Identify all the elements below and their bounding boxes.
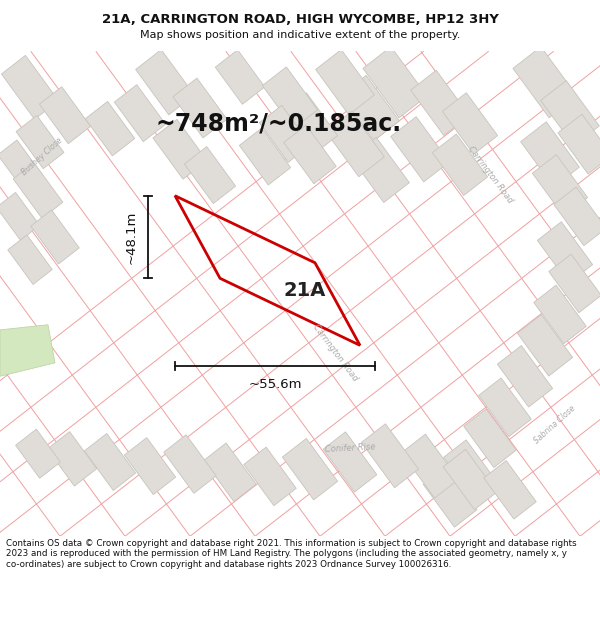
Polygon shape [341,76,400,141]
Polygon shape [164,435,216,493]
Polygon shape [363,47,427,118]
Polygon shape [361,424,419,488]
Polygon shape [442,92,497,154]
Polygon shape [184,147,236,204]
Polygon shape [136,49,194,115]
Polygon shape [513,47,577,118]
Polygon shape [521,122,580,187]
Polygon shape [316,49,374,115]
Text: Map shows position and indicative extent of the property.: Map shows position and indicative extent… [140,30,460,40]
Polygon shape [0,192,40,240]
Text: Conifer Rise: Conifer Rise [325,442,376,454]
Polygon shape [0,403,600,452]
Polygon shape [326,111,385,177]
Polygon shape [549,254,600,312]
Polygon shape [284,125,336,184]
Text: Sabrina Close: Sabrina Close [533,404,577,446]
Polygon shape [283,92,338,154]
Polygon shape [47,432,97,486]
Text: Bushey Close: Bushey Close [20,136,64,177]
Polygon shape [423,467,477,527]
Polygon shape [13,162,63,218]
Text: Carrington Road: Carrington Road [311,322,359,382]
Polygon shape [0,325,55,376]
Polygon shape [239,128,290,185]
Polygon shape [541,81,599,146]
Polygon shape [517,314,572,376]
Polygon shape [16,116,64,169]
Text: ~748m²/~0.185ac.: ~748m²/~0.185ac. [155,111,401,136]
Polygon shape [259,106,311,162]
Polygon shape [0,411,600,447]
Text: Carrington Road: Carrington Road [466,145,514,205]
Polygon shape [391,117,449,182]
Polygon shape [444,440,496,499]
Polygon shape [173,78,227,138]
Polygon shape [0,140,42,189]
Text: 21A: 21A [284,281,326,300]
Polygon shape [410,70,469,136]
Polygon shape [532,154,587,216]
Polygon shape [323,432,377,492]
Polygon shape [31,210,79,264]
Polygon shape [401,434,458,498]
Text: ~55.6m: ~55.6m [248,378,302,391]
Polygon shape [0,54,101,214]
Polygon shape [115,85,166,142]
Text: 21A, CARRINGTON ROAD, HIGH WYCOMBE, HP12 3HY: 21A, CARRINGTON ROAD, HIGH WYCOMBE, HP12… [101,12,499,26]
Polygon shape [283,438,338,500]
Polygon shape [124,438,176,494]
Polygon shape [497,346,553,407]
Polygon shape [262,67,317,128]
Polygon shape [488,393,600,556]
Polygon shape [538,222,593,283]
Polygon shape [266,198,484,555]
Text: ~48.1m: ~48.1m [125,210,138,264]
Polygon shape [85,434,136,491]
Polygon shape [464,409,516,468]
Polygon shape [558,114,600,174]
Polygon shape [534,285,586,344]
Polygon shape [350,138,409,202]
Text: Contains OS data © Crown copyright and database right 2021. This information is : Contains OS data © Crown copyright and d… [6,539,577,569]
Polygon shape [554,187,600,246]
Polygon shape [0,39,129,167]
Polygon shape [479,378,531,436]
Polygon shape [433,134,488,196]
Polygon shape [85,101,135,156]
Polygon shape [40,87,91,144]
Polygon shape [153,119,207,179]
Polygon shape [204,443,256,502]
Polygon shape [16,429,61,478]
Polygon shape [326,38,600,359]
Polygon shape [443,449,497,509]
Polygon shape [215,50,265,104]
Polygon shape [1,56,59,119]
Polygon shape [244,447,296,506]
Polygon shape [8,235,52,284]
Polygon shape [484,461,536,519]
